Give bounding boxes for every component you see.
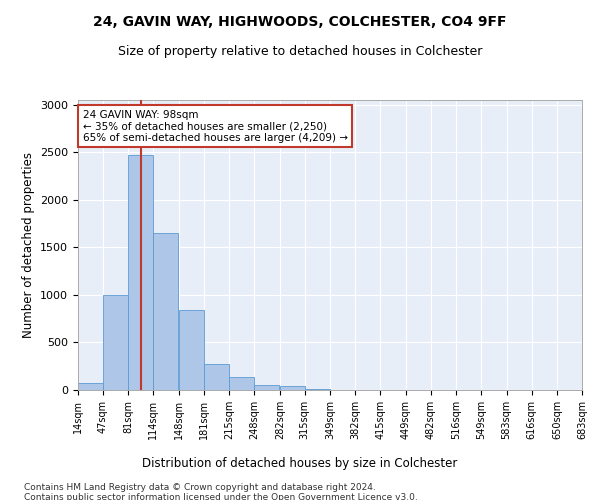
Bar xyxy=(103,295,128,390)
Bar xyxy=(128,155,154,390)
Text: Size of property relative to detached houses in Colchester: Size of property relative to detached ho… xyxy=(118,45,482,58)
Bar xyxy=(154,233,178,390)
Text: Contains HM Land Registry data © Crown copyright and database right 2024.: Contains HM Land Registry data © Crown c… xyxy=(24,482,376,492)
Text: Distribution of detached houses by size in Colchester: Distribution of detached houses by size … xyxy=(142,458,458,470)
Bar xyxy=(204,364,229,390)
Bar xyxy=(280,386,305,390)
Bar xyxy=(179,310,204,390)
Bar xyxy=(254,385,279,390)
Bar xyxy=(78,383,103,390)
Bar xyxy=(229,376,254,390)
Text: 24, GAVIN WAY, HIGHWOODS, COLCHESTER, CO4 9FF: 24, GAVIN WAY, HIGHWOODS, COLCHESTER, CO… xyxy=(93,15,507,29)
Bar xyxy=(305,389,329,390)
Text: Contains public sector information licensed under the Open Government Licence v3: Contains public sector information licen… xyxy=(24,492,418,500)
Y-axis label: Number of detached properties: Number of detached properties xyxy=(22,152,35,338)
Text: 24 GAVIN WAY: 98sqm
← 35% of detached houses are smaller (2,250)
65% of semi-det: 24 GAVIN WAY: 98sqm ← 35% of detached ho… xyxy=(83,110,347,142)
